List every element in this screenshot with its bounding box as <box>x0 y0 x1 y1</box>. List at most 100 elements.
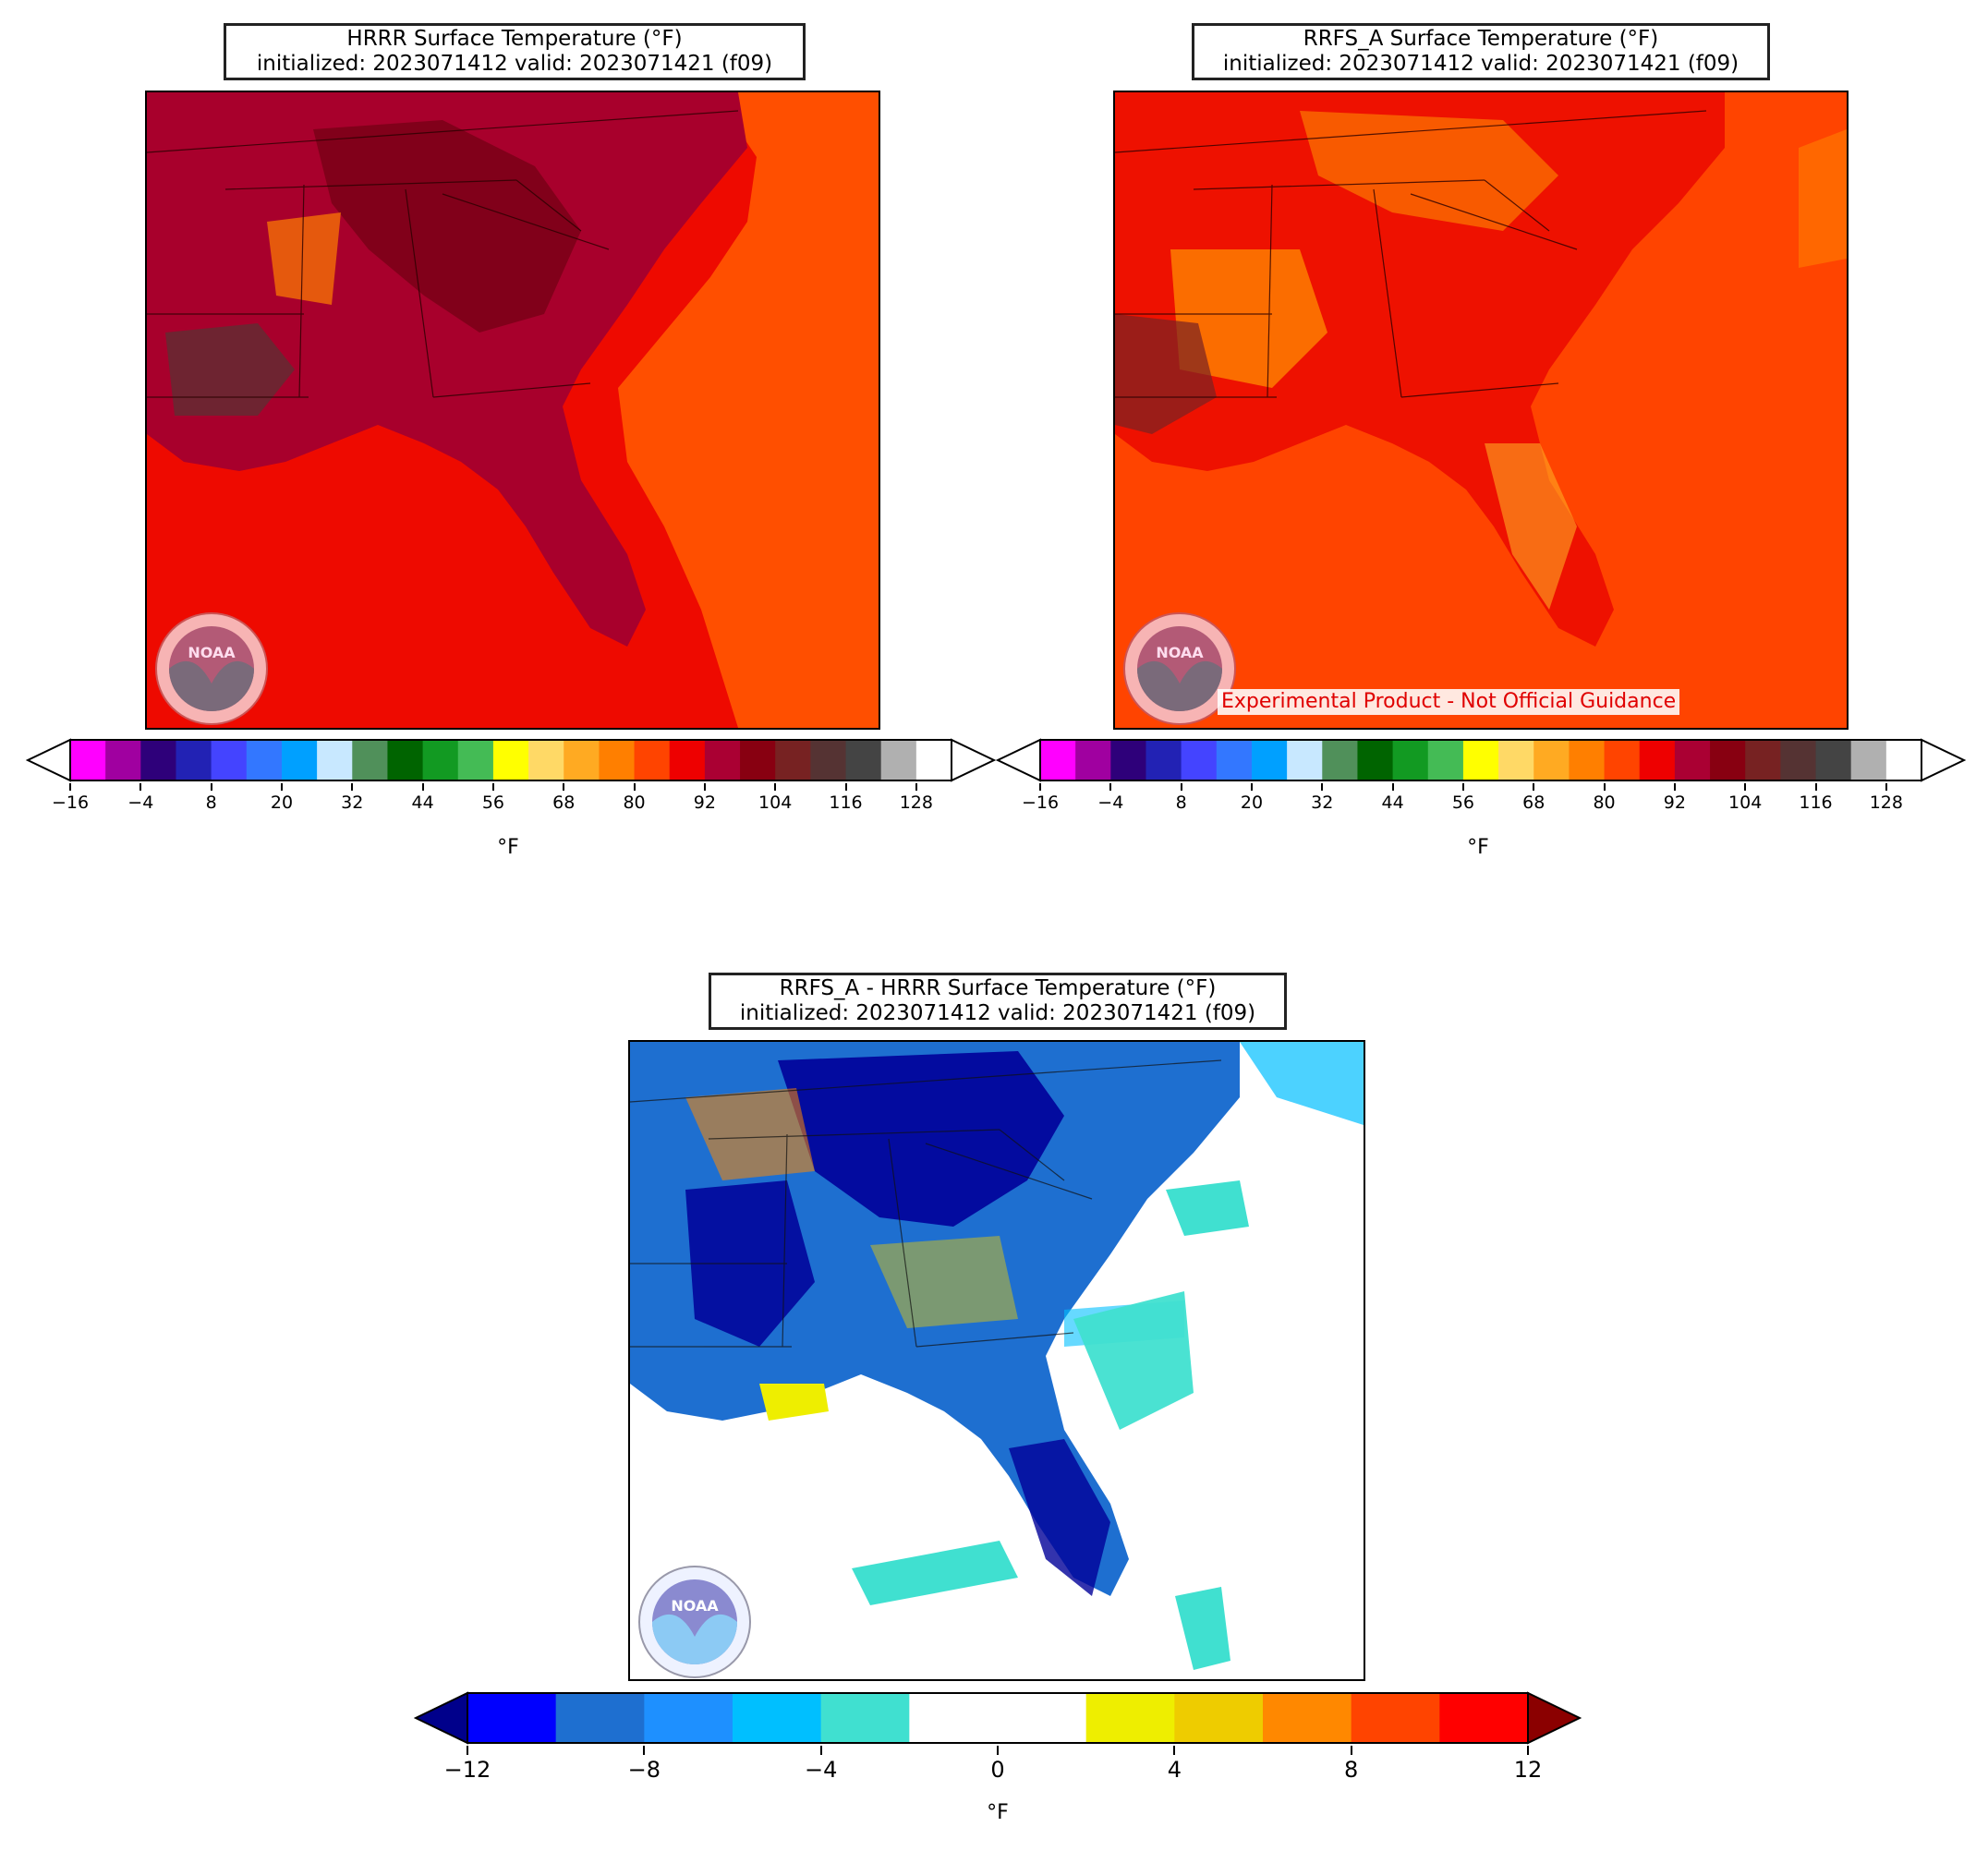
colorbar-segment <box>1392 740 1429 780</box>
colorbar-segment <box>880 740 917 780</box>
colorbar-tick-label: 8 <box>1344 1757 1359 1783</box>
colorbar-tick-mark <box>1673 783 1676 791</box>
colorbar-segment <box>1146 740 1182 780</box>
colorbar-tick-mark <box>280 783 283 791</box>
colorbar-tick-label: 8 <box>1175 792 1187 813</box>
colorbar-segment <box>1604 740 1641 780</box>
rrfs-colorbar-unit: °F <box>1467 836 1489 859</box>
colorbar-tick-label: 92 <box>693 792 716 813</box>
colorbar-tick-label: −12 <box>443 1757 491 1783</box>
rrfs-colorbar <box>996 737 1968 783</box>
hrrr-title-line2: initialized: 2023071412 valid: 202307142… <box>256 52 773 76</box>
rrfs-colorbar-ticks: −16 −4 8 20 32 44 56 68 80 92 104 116 128 <box>970 783 1986 820</box>
colorbar-tick-mark <box>1885 783 1887 791</box>
colorbar-segment <box>1710 740 1746 780</box>
colorbar-tick-mark <box>997 1746 999 1755</box>
colorbar-segment <box>1110 740 1146 780</box>
colorbar-tick-mark <box>1461 783 1464 791</box>
hrrr-colorbar <box>26 737 998 783</box>
colorbar-tick-label: 56 <box>1451 792 1474 813</box>
colorbar-tick-mark <box>1533 783 1535 791</box>
colorbar-segment <box>317 740 353 780</box>
colorbar-tick-label: 4 <box>1167 1757 1182 1783</box>
colorbar-segment <box>176 740 212 780</box>
rrfs-noaa-logo: NOAA <box>1123 612 1236 725</box>
colorbar-segment <box>387 740 424 780</box>
colorbar-segment <box>820 1693 910 1743</box>
colorbar-segment <box>422 740 459 780</box>
colorbar-segment <box>70 740 106 780</box>
colorbar-segment <box>733 1693 822 1743</box>
colorbar-extend-high <box>951 738 997 782</box>
colorbar-tick-label: 20 <box>1240 792 1264 813</box>
colorbar-segment <box>1357 740 1394 780</box>
svg-text:NOAA: NOAA <box>188 644 236 661</box>
colorbar-segment <box>564 740 600 780</box>
colorbar-tick-label: 128 <box>1869 792 1903 813</box>
colorbar-tick-label: 116 <box>829 792 863 813</box>
colorbar-segment <box>1674 740 1711 780</box>
colorbar-tick-label: 104 <box>1728 792 1763 813</box>
colorbar-tick-mark <box>210 783 212 791</box>
rrfs-map: NOAA <box>1113 91 1849 730</box>
colorbar-segment <box>457 740 494 780</box>
colorbar-tick-label: 56 <box>481 792 504 813</box>
colorbar-segment <box>105 740 141 780</box>
rrfs-land <box>1115 92 1725 647</box>
colorbar-extend-high <box>1921 738 1967 782</box>
colorbar-segment <box>1569 740 1606 780</box>
colorbar-tick-label: 44 <box>1381 792 1404 813</box>
colorbar-segment <box>1075 740 1111 780</box>
colorbar-tick-mark <box>1744 783 1747 791</box>
colorbar-segment <box>644 1693 733 1743</box>
diff-colorbar <box>414 1690 1582 1746</box>
colorbar-tick-label: 80 <box>1593 792 1616 813</box>
colorbar-tick-label: 80 <box>623 792 646 813</box>
colorbar-tick-mark <box>563 783 565 791</box>
colorbar-segment <box>1780 740 1817 780</box>
colorbar-segment <box>704 740 741 780</box>
colorbar-segment <box>1181 740 1218 780</box>
colorbar-segment <box>998 1693 1087 1743</box>
colorbar-segment <box>1263 1693 1352 1743</box>
colorbar-tick-mark <box>1603 783 1606 791</box>
colorbar-segment <box>281 740 318 780</box>
colorbar-segment <box>1322 740 1358 780</box>
colorbar-segment <box>1216 740 1253 780</box>
colorbar-tick-label: 116 <box>1799 792 1833 813</box>
colorbar-segment <box>467 1693 557 1743</box>
colorbar-segment <box>915 740 952 780</box>
colorbar-extend-high <box>1527 1691 1582 1745</box>
colorbar-tick-label: 128 <box>899 792 933 813</box>
colorbar-tick-mark <box>1527 1746 1529 1755</box>
colorbar-segment <box>1745 740 1781 780</box>
diff-noaa-logo: NOAA <box>638 1566 751 1678</box>
colorbar-tick-label: 20 <box>270 792 294 813</box>
colorbar-segment <box>845 740 882 780</box>
colorbar-segment <box>634 740 671 780</box>
colorbar-tick-mark <box>1814 783 1817 791</box>
colorbar-tick-label: 32 <box>341 792 364 813</box>
colorbar-tick-mark <box>467 1746 468 1755</box>
colorbar-tick-mark <box>1250 783 1253 791</box>
colorbar-tick-label: −4 <box>1097 792 1124 813</box>
rrfs-title-line2: initialized: 2023071412 valid: 202307142… <box>1222 52 1740 76</box>
rrfs-title: RRFS_A Surface Temperature (°F) initiali… <box>1192 23 1770 80</box>
diff-title: RRFS_A - HRRR Surface Temperature (°F) i… <box>709 973 1287 1030</box>
colorbar-tick-mark <box>1391 783 1394 791</box>
diff-map: NOAA <box>628 1040 1365 1681</box>
colorbar-tick-label: −16 <box>1021 792 1060 813</box>
diff-land <box>630 1042 1240 1596</box>
colorbar-segment <box>492 740 529 780</box>
colorbar-segment <box>528 740 564 780</box>
colorbar-extend-low <box>414 1691 468 1745</box>
colorbar-segment <box>1040 740 1076 780</box>
colorbar-segment <box>1815 740 1852 780</box>
diff-colorbar-ticks: −12 −8 −4 0 4 8 12 <box>414 1746 1582 1783</box>
colorbar-segment <box>140 740 176 780</box>
colorbar-tick-label: −16 <box>51 792 90 813</box>
colorbar-extend-low <box>996 738 1041 782</box>
rrfs-title-line1: RRFS_A Surface Temperature (°F) <box>1303 27 1659 51</box>
colorbar-tick-label: 0 <box>990 1757 1005 1783</box>
hrrr-noaa-logo: NOAA <box>155 612 268 725</box>
